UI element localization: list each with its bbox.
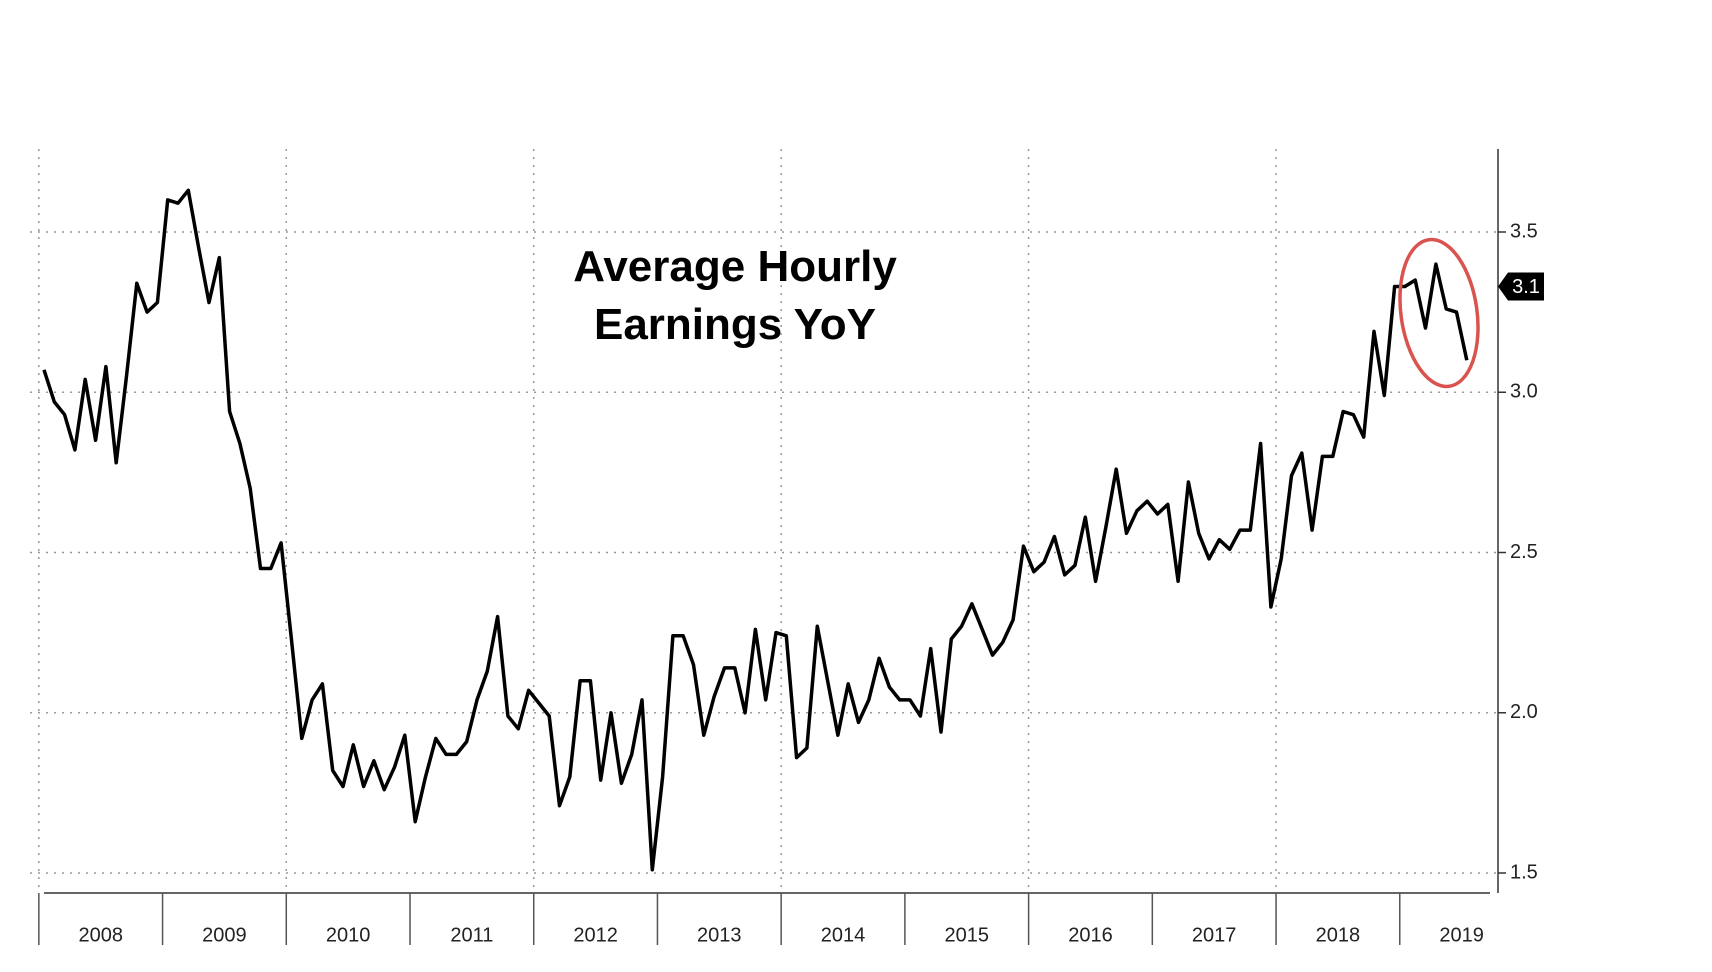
x-tick-label: 2014 [821,924,866,946]
series-line [42,188,1469,872]
x-tick-label: 2018 [1316,924,1361,946]
x-tick-label: 2019 [1439,924,1484,946]
x-tick-label: 2013 [697,924,742,946]
y-tick-label: 2.5 [1510,541,1538,563]
x-tick-label: 2015 [944,924,989,946]
y-tick-label: 2.0 [1510,701,1538,723]
highlight-ellipse [1398,237,1480,389]
y-tick-label: 3.5 [1510,220,1538,242]
value-label-box [1498,272,1544,301]
x-tick-label: 2011 [450,924,493,946]
y-tick-label: 3.0 [1510,381,1538,403]
x-tick-label: 2009 [202,924,247,946]
x-tick-label: 2012 [573,924,618,946]
y-tick-label: 1.5 [1510,861,1538,883]
x-tick-label: 2017 [1192,924,1237,946]
chart-title: Average Hourly Earnings YoY [573,242,897,349]
value-label: 3.1 [1512,276,1540,298]
x-tick-label: 2016 [1068,924,1113,946]
x-tick-label: 2010 [326,924,371,946]
x-tick-label: 2008 [78,924,123,946]
